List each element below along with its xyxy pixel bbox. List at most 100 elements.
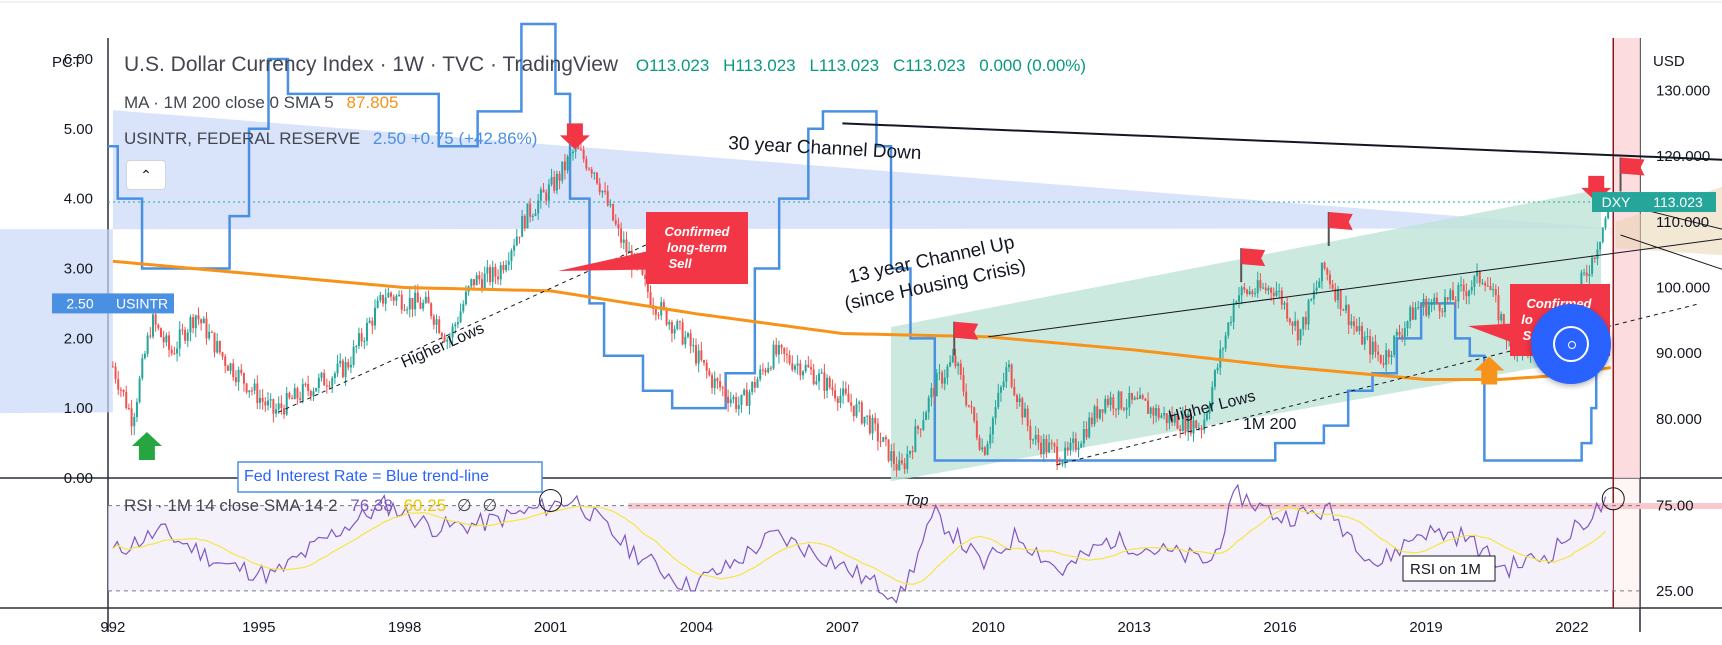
candle-body bbox=[462, 304, 465, 312]
candle-body bbox=[820, 372, 823, 374]
candle-body bbox=[938, 372, 941, 374]
candle-body bbox=[954, 356, 957, 367]
candle-body bbox=[810, 367, 813, 370]
candle-body bbox=[1024, 408, 1027, 418]
candle-body bbox=[365, 322, 368, 341]
candle-body bbox=[307, 383, 310, 392]
candle-body bbox=[620, 228, 623, 243]
candle-body bbox=[1251, 291, 1254, 295]
candle-body bbox=[253, 383, 256, 391]
candle-body bbox=[355, 346, 358, 348]
candle-body bbox=[625, 239, 628, 253]
candle-body bbox=[759, 369, 762, 380]
candle-body bbox=[994, 407, 997, 419]
candle-body bbox=[154, 314, 157, 325]
candle-body bbox=[1163, 413, 1166, 416]
candle-body bbox=[1184, 414, 1187, 433]
candle-body bbox=[323, 372, 326, 386]
candle-body bbox=[486, 267, 489, 274]
candle-body bbox=[764, 369, 767, 373]
candle-body bbox=[1604, 218, 1607, 228]
candle-body bbox=[1256, 280, 1259, 294]
candle-body bbox=[644, 274, 647, 279]
rsi-sma-line bbox=[112, 505, 1606, 585]
candle-body bbox=[1588, 273, 1591, 276]
candle-body bbox=[914, 426, 917, 452]
candle-body bbox=[200, 319, 203, 324]
candle-body bbox=[1339, 289, 1342, 310]
candle-body bbox=[181, 329, 184, 331]
candle-body bbox=[272, 399, 275, 414]
candle-body bbox=[791, 363, 794, 370]
candle-body bbox=[1262, 287, 1265, 289]
candle-body bbox=[1013, 386, 1016, 396]
candle-body bbox=[1085, 429, 1088, 438]
candle-body bbox=[654, 308, 657, 315]
time-tick-label: 992 bbox=[100, 619, 125, 636]
candle-body bbox=[617, 224, 620, 229]
candle-body bbox=[879, 441, 882, 443]
candle-body bbox=[1398, 331, 1401, 336]
left-tick-label: 0.00 bbox=[64, 470, 93, 487]
candle-body bbox=[716, 378, 719, 382]
candle-body bbox=[424, 296, 427, 303]
candle-body bbox=[1462, 284, 1465, 292]
candle-body bbox=[1072, 438, 1075, 443]
candle-body bbox=[999, 387, 1002, 393]
candle-body bbox=[826, 377, 829, 391]
candle-body bbox=[264, 401, 267, 406]
candle-body bbox=[315, 388, 318, 392]
usintr-legend: USINTR, FEDERAL RESERVE 2.50 +0.75 (+42.… bbox=[124, 129, 537, 149]
candle-body bbox=[186, 332, 189, 341]
candle-body bbox=[1061, 462, 1064, 465]
collapse-legend-button[interactable]: ⌃ bbox=[126, 160, 166, 190]
candle-body bbox=[133, 417, 136, 427]
candle-body bbox=[1109, 397, 1112, 406]
candle-body bbox=[1441, 311, 1444, 313]
candle-body bbox=[285, 392, 288, 415]
candle-body bbox=[291, 397, 294, 400]
candle-body bbox=[1254, 293, 1257, 295]
candle-body bbox=[842, 388, 845, 396]
candle-body bbox=[598, 183, 601, 193]
candle-body bbox=[497, 276, 500, 280]
candle-body bbox=[1056, 446, 1059, 464]
candle-body bbox=[807, 364, 810, 368]
candle-body bbox=[1149, 407, 1152, 414]
flag-2022 bbox=[1620, 157, 1645, 176]
ma-legend-label: MA · 1M 200 close 0 SMA 5 bbox=[124, 93, 334, 112]
candle-body bbox=[336, 363, 339, 374]
flag-2015 bbox=[1241, 248, 1266, 267]
time-tick-label: 2007 bbox=[826, 619, 859, 636]
chart-title: U.S. Dollar Currency Index · 1W · TVC · … bbox=[124, 53, 1086, 77]
candle-body bbox=[234, 377, 237, 383]
left-tick-label: 1.00 bbox=[64, 400, 93, 417]
candle-body bbox=[1374, 341, 1377, 352]
candle-body bbox=[333, 373, 336, 379]
candle-body bbox=[1288, 318, 1291, 323]
candle-body bbox=[363, 340, 366, 342]
candle-body bbox=[860, 402, 863, 424]
candle-body bbox=[280, 403, 283, 409]
candle-body bbox=[1229, 322, 1232, 324]
candle-body bbox=[1216, 367, 1219, 371]
candle-body bbox=[1131, 393, 1134, 400]
candle-body bbox=[1358, 325, 1361, 332]
floating-action-button[interactable] bbox=[1531, 304, 1611, 384]
candle-body bbox=[1494, 289, 1497, 296]
candle-body bbox=[240, 369, 243, 374]
candle-body bbox=[1037, 434, 1040, 443]
candle-body bbox=[1197, 427, 1200, 429]
candle-body bbox=[703, 360, 706, 363]
candle-body bbox=[1379, 354, 1382, 364]
candle-body bbox=[957, 363, 960, 367]
candle-body bbox=[224, 356, 227, 366]
candle-body bbox=[472, 279, 475, 286]
candle-body bbox=[1417, 306, 1420, 308]
rsi-legend-value: 76.38 bbox=[350, 496, 393, 515]
candle-body bbox=[900, 460, 903, 464]
rsi-legend-empty-1: ∅ bbox=[456, 496, 472, 515]
candle-body bbox=[1369, 336, 1372, 355]
candle-body bbox=[119, 389, 122, 391]
